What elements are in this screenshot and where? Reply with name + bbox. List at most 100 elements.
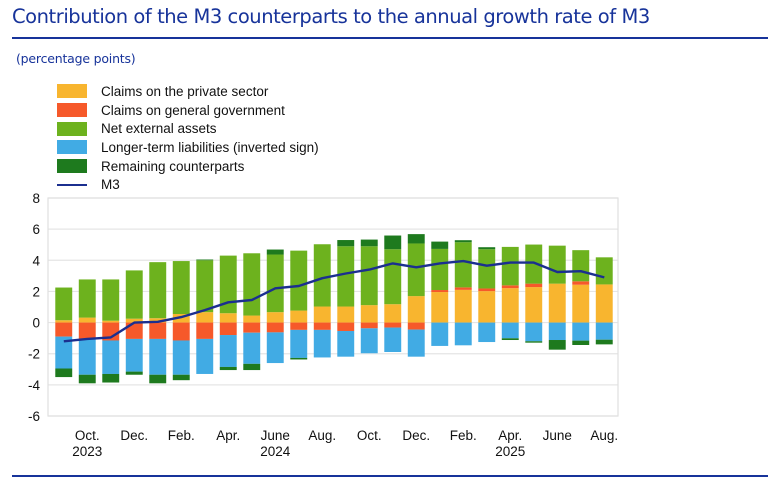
bar-longer-term [313,329,331,358]
bar-claims-private [243,315,261,323]
legend-label: Claims on general government [101,102,285,118]
bar-longer-term [595,322,613,340]
x-tick-label: June [543,428,572,443]
bar-claims-government [313,322,331,330]
bar-remaining [454,240,472,243]
bar-claims-private [149,318,167,323]
bar-remaining [360,239,378,247]
y-tick-label: -6 [28,409,40,424]
bar-longer-term [360,328,378,354]
bar-longer-term [125,338,143,372]
bar-net-external [431,248,449,291]
bar-claims-private [431,292,449,323]
legend-item-remaining: Remaining counterparts [57,157,319,176]
bottom-rule [12,475,768,477]
bar-remaining [407,234,425,244]
y-tick-label: 4 [32,253,40,268]
x-tick-label: Oct. [75,428,100,443]
bar-longer-term [431,322,449,346]
bar-net-external [102,279,120,321]
legend-swatch-remaining [57,159,87,174]
bar-claims-government [454,287,472,290]
bar-claims-government [78,322,96,339]
bar-claims-private [337,306,355,323]
x-year-label: 2024 [260,444,291,459]
bar-claims-private [478,291,496,323]
bar-claims-private [55,320,73,323]
y-tick-label: 0 [32,316,40,331]
bar-claims-private [501,288,519,323]
bar-longer-term [572,322,590,341]
bar-net-external [548,245,566,284]
y-tick-label: -2 [28,347,40,362]
x-year-label: 2025 [495,444,525,459]
bar-net-external [149,262,167,319]
chart-subtitle: (percentage points) [16,51,136,66]
bar-remaining [595,339,613,345]
bar-remaining [548,340,566,350]
bar-remaining [337,240,355,247]
bar-claims-government [196,322,214,339]
bar-claims-private [384,304,402,323]
bar-claims-government [572,281,590,285]
bar-net-external [501,246,519,286]
bar-net-external [478,249,496,289]
bar-longer-term [102,340,120,374]
bar-remaining [266,249,284,255]
bar-remaining [102,373,120,383]
bar-remaining [478,247,496,250]
bar-remaining [78,374,96,384]
legend-swatch-claims-government [57,103,87,118]
bar-claims-government [478,288,496,292]
bar-net-external [125,270,143,319]
legend-item-longer-term: Longer-term liabilities (inverted sign) [57,138,319,157]
y-tick-label: 2 [32,284,40,299]
legend-swatch-longer-term [57,140,87,155]
legend-item-claims-government: Claims on general government [57,101,319,120]
x-tick-label: Dec. [402,428,430,443]
plot-frame [47,197,619,417]
bar-net-external [360,246,378,306]
bar-claims-government [149,322,167,339]
x-year-label: 2023 [72,444,102,459]
bar-claims-private [266,312,284,323]
bar-net-external [243,253,261,316]
chart-title: Contribution of the M3 counterparts to t… [12,5,650,28]
bar-net-external [525,244,543,284]
bar-net-external [337,246,355,307]
bar-remaining [125,371,143,375]
bar-claims-private [290,310,308,323]
bar-remaining [384,235,402,250]
bar-claims-private [78,317,96,323]
legend-label: Longer-term liabilities (inverted sign) [101,139,319,155]
bar-claims-government [172,322,190,341]
bar-claims-private [219,313,237,323]
bar-claims-government [290,322,308,330]
bar-remaining [196,259,214,261]
bar-longer-term [478,322,496,343]
bar-longer-term [290,329,308,358]
title-rule [12,37,768,39]
bar-net-external [290,250,308,311]
x-tick-label: June [261,428,290,443]
bar-net-external [384,249,402,305]
bar-claims-private [454,289,472,323]
bar-net-external [407,243,425,297]
bar-claims-government [55,322,73,337]
y-tick-label: -4 [28,378,40,393]
bar-claims-government [407,322,425,330]
bar-net-external [219,255,237,314]
bar-remaining [172,374,190,381]
y-tick-label: 6 [32,222,40,237]
bar-longer-term [337,330,355,357]
y-axis: 8 6 4 2 0 -2 -4 -6 [28,191,41,424]
legend-label: Remaining counterparts [101,158,245,174]
legend: Claims on the private sector Claims on g… [57,82,319,194]
bar-remaining [525,341,543,343]
bar-longer-term [407,329,425,357]
legend-label: Claims on the private sector [101,83,269,99]
bar-net-external [454,242,472,288]
legend-label: M3 [101,177,120,193]
bar-longer-term [78,338,96,375]
